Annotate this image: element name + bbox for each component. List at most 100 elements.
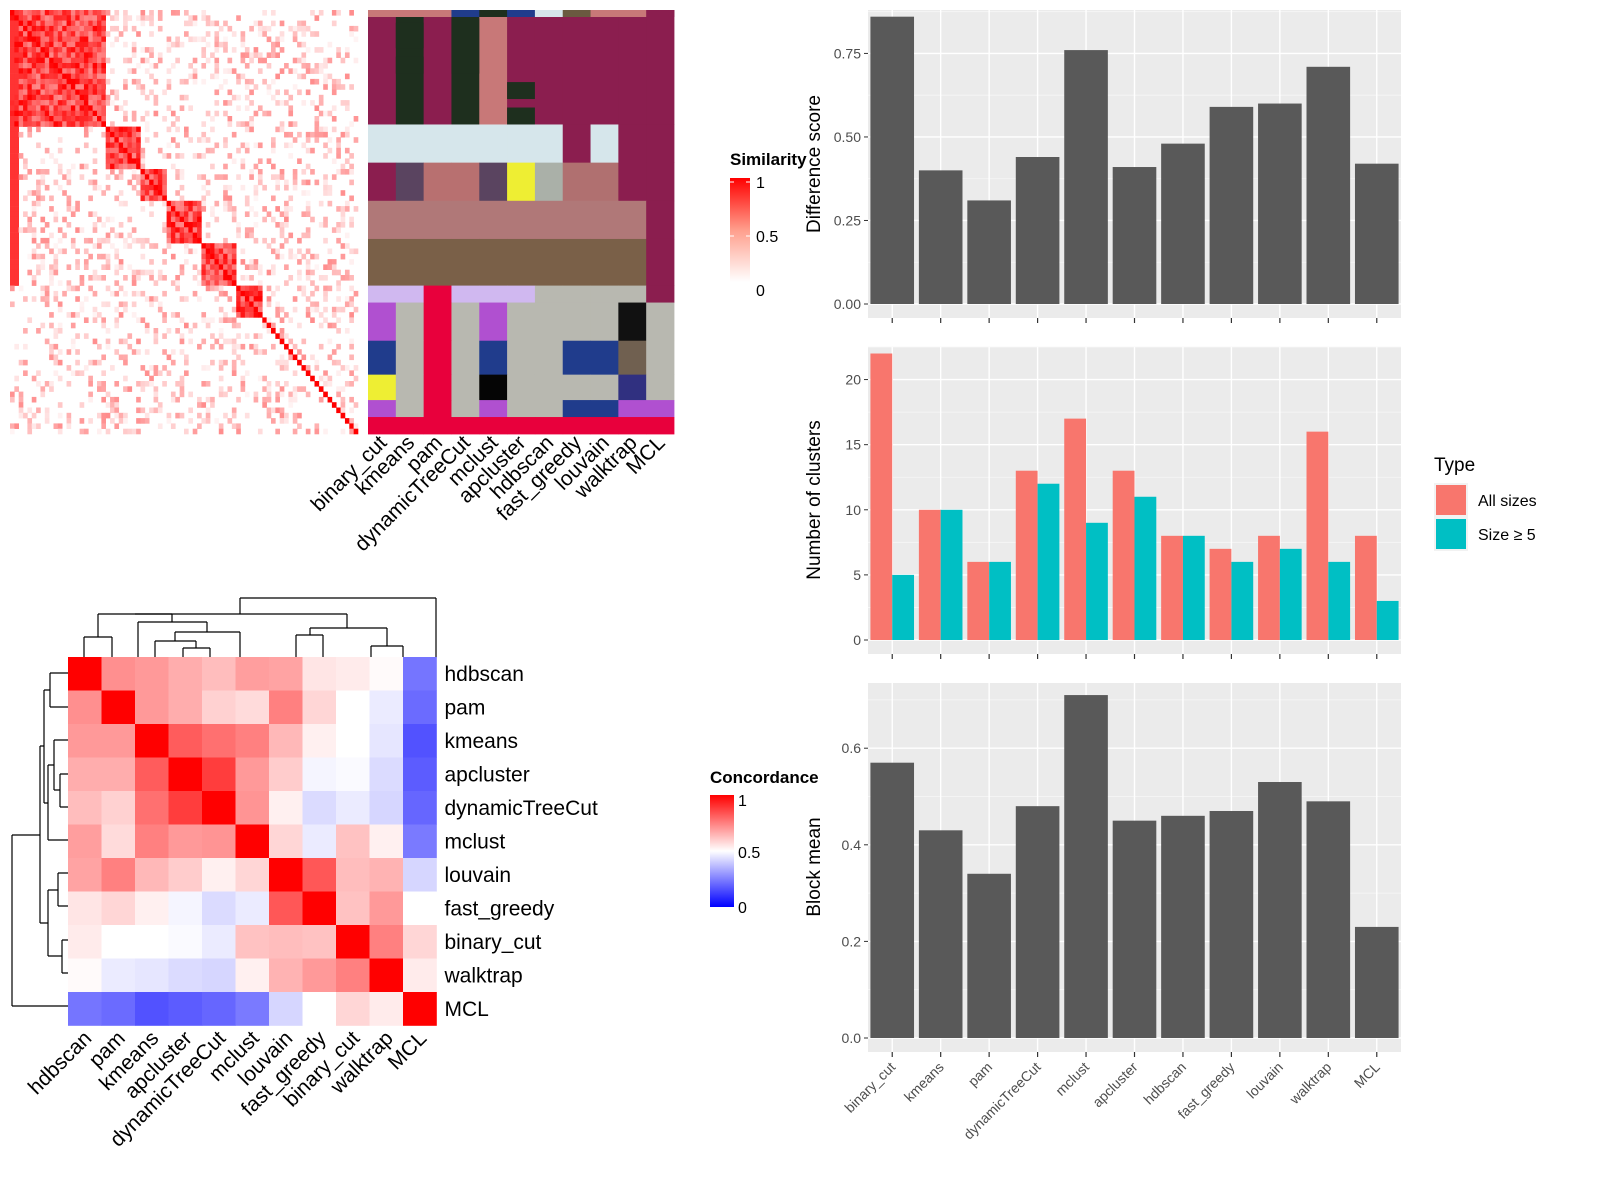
similarity-cell: [14, 275, 19, 281]
concordance-cell: [68, 690, 102, 725]
similarity-cell: [170, 227, 176, 233]
similarity-cell: [57, 89, 63, 96]
similarity-cell: [214, 142, 220, 149]
concordance-cell: [168, 757, 203, 792]
similarity-cell: [92, 36, 98, 43]
similarity-cell: [53, 269, 59, 276]
similarity-cell: [127, 386, 133, 392]
similarity-cell: [97, 184, 102, 191]
similarity-cell: [279, 418, 285, 424]
y-tick-label: 0: [853, 632, 861, 648]
similarity-cell: [218, 25, 224, 32]
similarity-cell: [31, 73, 37, 80]
bar: [1258, 782, 1302, 1038]
similarity-cell: [314, 264, 320, 270]
similarity-cell: [210, 269, 215, 276]
similarity-cell: [114, 306, 120, 313]
similarity-cell: [279, 386, 285, 392]
similarity-cell: [170, 312, 176, 318]
similarity-cell: [83, 10, 89, 16]
similarity-cell: [344, 328, 350, 334]
similarity-cell: [314, 131, 320, 138]
similarity-cell: [327, 396, 333, 403]
similarity-cell: [240, 142, 246, 149]
similarity-cell: [340, 216, 346, 223]
similarity-cell: [131, 227, 137, 233]
similarity-cell: [349, 169, 354, 175]
similarity-cell: [184, 10, 189, 16]
similarity-cell: [170, 232, 176, 239]
membership-cell: [395, 374, 425, 401]
membership-cell: [562, 417, 591, 435]
membership-cell: [479, 162, 508, 202]
similarity-cell: [266, 407, 272, 414]
similarity-cell: [253, 296, 259, 302]
similarity-cell: [31, 15, 37, 21]
similarity-cell: [210, 275, 215, 281]
similarity-cell: [66, 68, 72, 74]
similarity-cell: [23, 163, 28, 170]
similarity-cell: [36, 47, 41, 53]
similarity-cell: [310, 100, 315, 106]
similarity-cell: [214, 296, 220, 302]
similarity-cell: [162, 333, 167, 339]
similarity-cell: [340, 407, 346, 414]
similarity-cell: [284, 200, 289, 207]
similarity-cell: [97, 343, 102, 350]
similarity-cell: [101, 322, 106, 329]
similarity-cell: [223, 312, 228, 318]
similarity-cell: [92, 20, 98, 27]
similarity-cell: [127, 15, 133, 21]
concordance-cell: [403, 791, 437, 825]
similarity-cell: [79, 428, 85, 435]
similarity-cell: [110, 227, 115, 233]
similarity-cell: [18, 15, 24, 21]
similarity-cell: [288, 275, 294, 281]
similarity-cell: [10, 25, 15, 32]
similarity-cell: [136, 407, 141, 414]
similarity-cell: [301, 57, 307, 64]
similarity-cell: [27, 52, 33, 58]
membership-cell: [562, 400, 591, 418]
similarity-cell: [14, 174, 19, 180]
similarity-cell: [101, 68, 106, 74]
similarity-cell: [79, 301, 85, 308]
similarity-cell: [140, 15, 146, 21]
similarity-cell: [249, 275, 254, 281]
concordance-cell: [68, 724, 102, 758]
similarity-cell: [223, 275, 228, 281]
similarity-cell: [188, 391, 193, 398]
membership-cell: [507, 238, 536, 286]
similarity-cell: [62, 248, 67, 255]
similarity-cell: [118, 31, 124, 37]
similarity-cell: [162, 317, 167, 323]
similarity-cell: [201, 15, 207, 21]
similarity-cell: [144, 121, 150, 127]
similarity-cell: [27, 41, 33, 48]
similarity-cell: [323, 237, 328, 244]
similarity-cell: [249, 312, 254, 318]
similarity-cell: [114, 126, 120, 133]
similarity-cell: [140, 147, 146, 154]
similarity-cell: [231, 216, 237, 223]
similarity-cell: [279, 68, 285, 74]
similarity-cell: [27, 116, 33, 122]
similarity-cell: [123, 306, 128, 313]
similarity-cell: [123, 301, 128, 308]
similarity-cell: [323, 222, 328, 228]
similarity-cell: [136, 137, 141, 143]
bar: [870, 762, 915, 1038]
similarity-heatmap: [10, 10, 359, 435]
similarity-cell: [66, 25, 72, 32]
similarity-cell: [297, 322, 302, 329]
similarity-cell: [136, 15, 141, 21]
similarity-cell: [218, 359, 224, 366]
similarity-cell: [44, 412, 50, 419]
concordance-cell: [235, 925, 270, 959]
similarity-cell: [162, 275, 167, 281]
similarity-cell: [140, 253, 146, 260]
similarity-cell: [271, 290, 276, 297]
similarity-cell: [197, 232, 202, 239]
membership-cell: [590, 200, 619, 240]
similarity-cell: [105, 253, 111, 260]
